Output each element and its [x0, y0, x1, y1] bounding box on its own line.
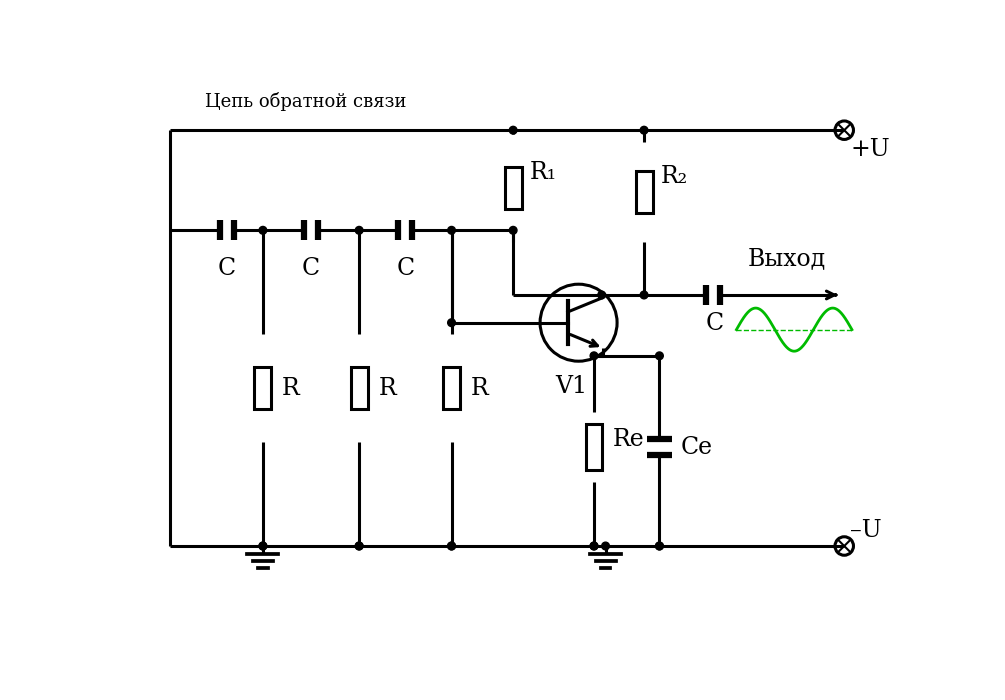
Circle shape — [447, 542, 455, 550]
Circle shape — [356, 542, 363, 550]
Text: +U: +U — [850, 138, 890, 161]
Text: R: R — [282, 377, 299, 400]
Circle shape — [510, 126, 517, 134]
Circle shape — [602, 542, 609, 550]
Circle shape — [590, 542, 598, 550]
Circle shape — [590, 542, 598, 550]
Circle shape — [598, 291, 606, 299]
Text: C: C — [218, 258, 236, 280]
Text: R: R — [470, 377, 488, 400]
Text: R₂: R₂ — [661, 165, 688, 188]
Text: Цепь обратной связи: Цепь обратной связи — [205, 92, 406, 111]
Bar — [254, 367, 271, 410]
Text: V1: V1 — [555, 375, 587, 398]
Circle shape — [259, 227, 266, 234]
Text: Ce: Ce — [681, 435, 714, 458]
Text: R₁: R₁ — [530, 161, 557, 184]
Bar — [586, 424, 602, 470]
Text: –U: –U — [850, 519, 882, 542]
Bar — [351, 367, 368, 410]
Text: C: C — [302, 258, 320, 280]
Text: Re: Re — [612, 428, 644, 451]
Circle shape — [640, 126, 648, 134]
Text: Выход: Выход — [748, 247, 826, 270]
Circle shape — [447, 227, 455, 234]
Text: C: C — [396, 258, 414, 280]
Circle shape — [259, 542, 266, 550]
Circle shape — [655, 542, 663, 550]
Circle shape — [356, 542, 363, 550]
Circle shape — [447, 318, 455, 326]
Circle shape — [259, 542, 266, 550]
Text: R: R — [379, 377, 396, 400]
Circle shape — [655, 352, 663, 360]
Circle shape — [447, 542, 455, 550]
Bar — [635, 171, 652, 213]
Circle shape — [510, 227, 517, 234]
Circle shape — [640, 291, 648, 299]
Text: C: C — [706, 312, 724, 335]
Bar — [443, 367, 460, 410]
Circle shape — [356, 227, 363, 234]
Circle shape — [590, 352, 598, 360]
Circle shape — [655, 542, 663, 550]
Bar — [505, 167, 522, 209]
